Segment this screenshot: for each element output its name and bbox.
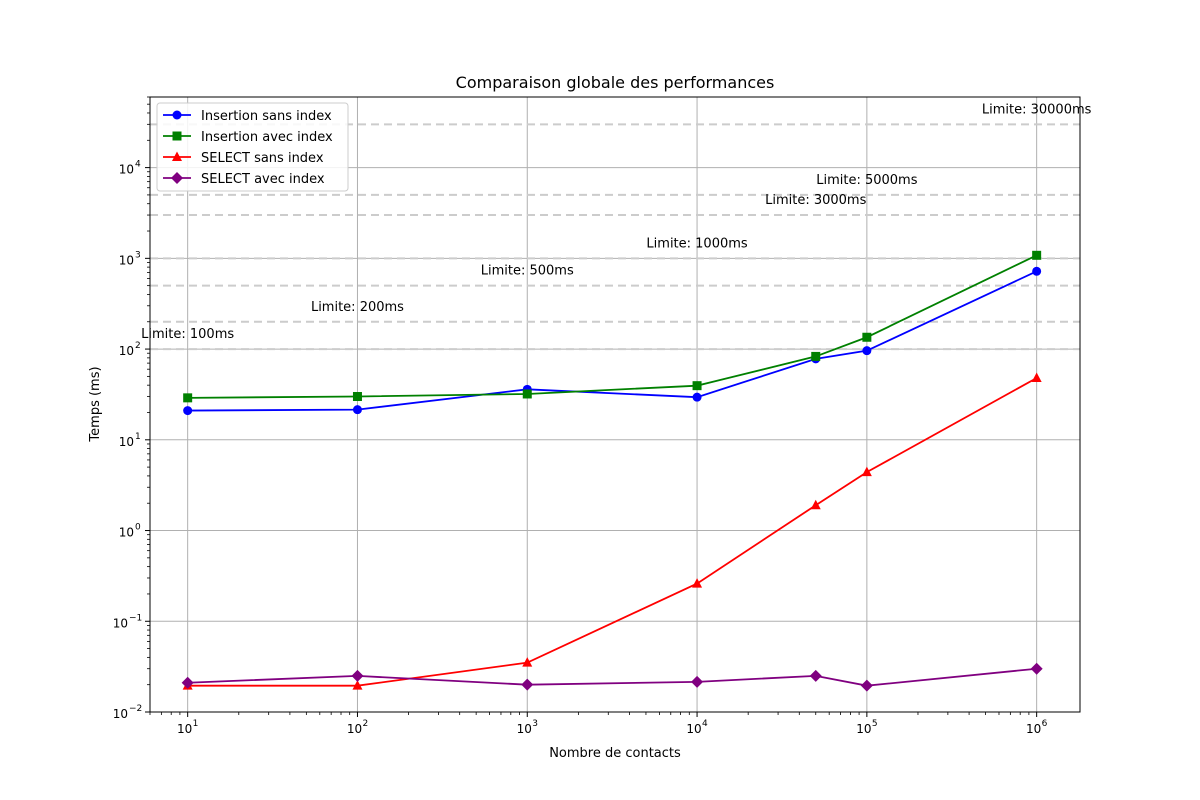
y-axis-label: Temps (ms) xyxy=(88,366,103,442)
y-tick-label: 10 xyxy=(119,344,134,358)
legend-label: Insertion avec index xyxy=(201,130,333,145)
legend-marker xyxy=(172,131,182,141)
data-point xyxy=(522,657,533,667)
y-tick-exponent: −1 xyxy=(129,613,142,623)
limit-annotation: Limite: 3000ms xyxy=(765,193,866,208)
legend-marker xyxy=(172,151,182,161)
data-point xyxy=(692,578,703,588)
limit-annotation: Limite: 200ms xyxy=(311,300,404,315)
y-tick-exponent: 3 xyxy=(135,250,141,260)
data-point xyxy=(862,346,872,356)
data-point xyxy=(811,351,821,361)
data-point xyxy=(1030,662,1043,675)
legend-box xyxy=(156,102,349,192)
legend: Insertion sans index Insertion avec index… xyxy=(156,102,349,192)
data-point xyxy=(862,332,872,342)
chart-title: Comparaison globale des performances xyxy=(456,73,775,92)
data-point xyxy=(810,499,821,510)
data-point xyxy=(809,669,822,682)
y-tick-exponent: 0 xyxy=(135,523,141,533)
limit-annotation: Limite: 500ms xyxy=(481,264,574,279)
data-point xyxy=(692,381,702,391)
data-point xyxy=(1032,266,1042,276)
legend-marker xyxy=(171,172,183,184)
limit-annotation: Limite: 30000ms xyxy=(982,102,1092,117)
limit-annotation: Limite: 100ms xyxy=(141,327,234,342)
plot-area-frame xyxy=(149,96,1081,713)
y-tick-label: 10 xyxy=(119,526,134,540)
data-point xyxy=(692,392,702,402)
x-tick-exponent: 6 xyxy=(1042,719,1048,729)
series-layer xyxy=(181,250,1043,692)
data-point xyxy=(351,669,364,682)
y-tick-label: 10 xyxy=(113,616,128,630)
series-line xyxy=(187,377,1038,687)
x-tick-exponent: 1 xyxy=(193,719,199,729)
data-point xyxy=(183,406,193,416)
data-point xyxy=(522,389,532,399)
x-tick-label: 10 xyxy=(347,722,362,736)
x-tick-exponent: 5 xyxy=(872,719,878,729)
data-point xyxy=(861,466,872,477)
x-tick-label: 10 xyxy=(177,722,192,736)
data-point xyxy=(1032,250,1042,260)
y-tick-exponent: 4 xyxy=(135,160,141,170)
legend-label: SELECT sans index xyxy=(201,151,324,166)
legend-marker xyxy=(172,110,182,120)
y-tick-exponent: 2 xyxy=(135,341,141,351)
y-tick-label: 10 xyxy=(119,163,134,177)
x-tick-label: 10 xyxy=(517,722,532,736)
x-tick-label: 10 xyxy=(1026,722,1041,736)
data-point xyxy=(352,392,362,402)
limit-annotation: Limite: 1000ms xyxy=(646,236,747,251)
data-point xyxy=(860,679,873,692)
y-tick-label: 10 xyxy=(119,435,134,449)
y-tick-exponent: −2 xyxy=(129,704,142,714)
x-axis-label: Nombre de contacts xyxy=(549,746,681,761)
limit-lines-layer xyxy=(150,123,1080,351)
legend-label: Insertion sans index xyxy=(201,109,332,124)
series-line xyxy=(187,254,1038,399)
y-tick-label: 10 xyxy=(119,253,134,267)
data-point xyxy=(521,678,534,691)
data-point xyxy=(352,405,362,415)
x-tick-label: 10 xyxy=(686,722,701,736)
data-point xyxy=(691,675,704,688)
x-tick-exponent: 4 xyxy=(702,719,708,729)
data-point xyxy=(1031,372,1042,382)
ticks-layer: 10 1 10 2 10 3 10 4 10 5 10 610 −210 −110 010 110 210 310… xyxy=(113,96,1048,736)
y-tick-exponent: 1 xyxy=(135,432,141,442)
x-tick-exponent: 3 xyxy=(532,719,538,729)
series-line xyxy=(187,667,1037,687)
data-point xyxy=(352,680,363,690)
legend-label: SELECT avec index xyxy=(201,172,325,187)
limit-annotation: Limite: 5000ms xyxy=(816,173,917,188)
data-point xyxy=(181,676,194,689)
x-tick-exponent: 2 xyxy=(362,719,368,729)
x-tick-label: 10 xyxy=(856,722,871,736)
data-point xyxy=(183,393,193,403)
limit-annotations-layer: Limite: 100ms Limite: 200ms Limite: 500ms L… xyxy=(141,102,1091,342)
y-tick-label: 10 xyxy=(113,707,128,721)
